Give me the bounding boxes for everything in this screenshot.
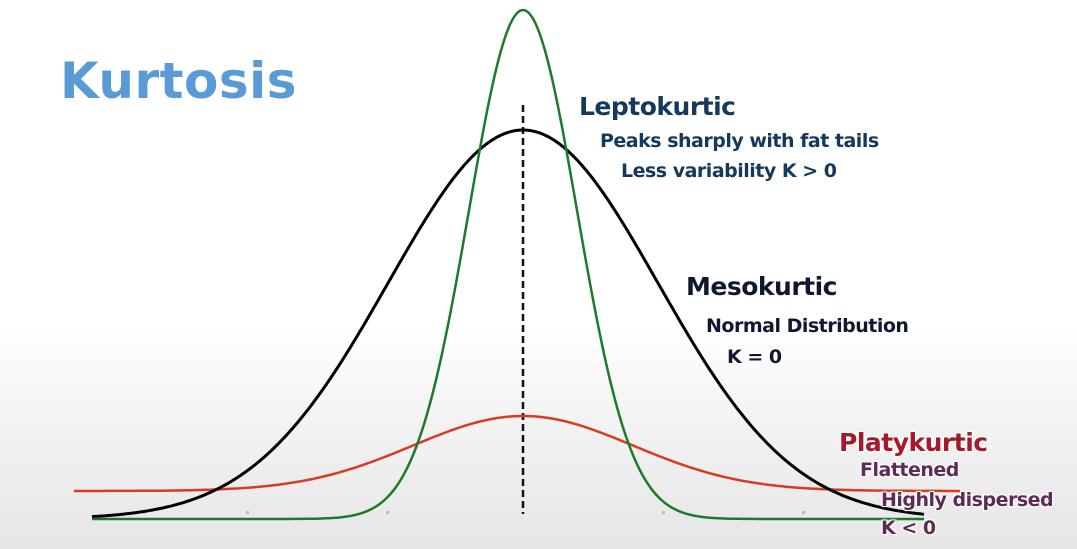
mesokurtic-kurtosis-value: K = 0: [727, 346, 782, 368]
mesokurtic-curve: [91, 128, 925, 519]
platykurtic-label: Platykurtic: [839, 428, 988, 457]
baseline-tick-4: [662, 511, 665, 514]
leptokurtic-description: Peaks sharply with fat tails: [600, 130, 879, 152]
baseline-tick-5: [802, 511, 805, 514]
platykurtic-description: Flattened: [860, 459, 959, 481]
platykurtic-kurtosis-value: K < 0: [881, 517, 936, 539]
mesokurtic-label: Mesokurtic: [686, 272, 837, 301]
mesokurtic-description: Normal Distribution: [706, 315, 909, 337]
leptokurtic-kurtosis-value: Less variability K > 0: [621, 160, 837, 182]
leptokurtic-label: Leptokurtic: [579, 92, 736, 121]
leptokurtic-curve: [92, 8, 924, 521]
page-title: Kurtosis: [60, 52, 298, 110]
baseline-tick-2: [246, 511, 249, 514]
baseline-tick-3: [386, 511, 389, 514]
platykurtic-curve: [74, 414, 960, 493]
platykurtic-dispersion: Highly dispersed: [881, 489, 1054, 511]
baseline-ticks: [142, 511, 805, 514]
